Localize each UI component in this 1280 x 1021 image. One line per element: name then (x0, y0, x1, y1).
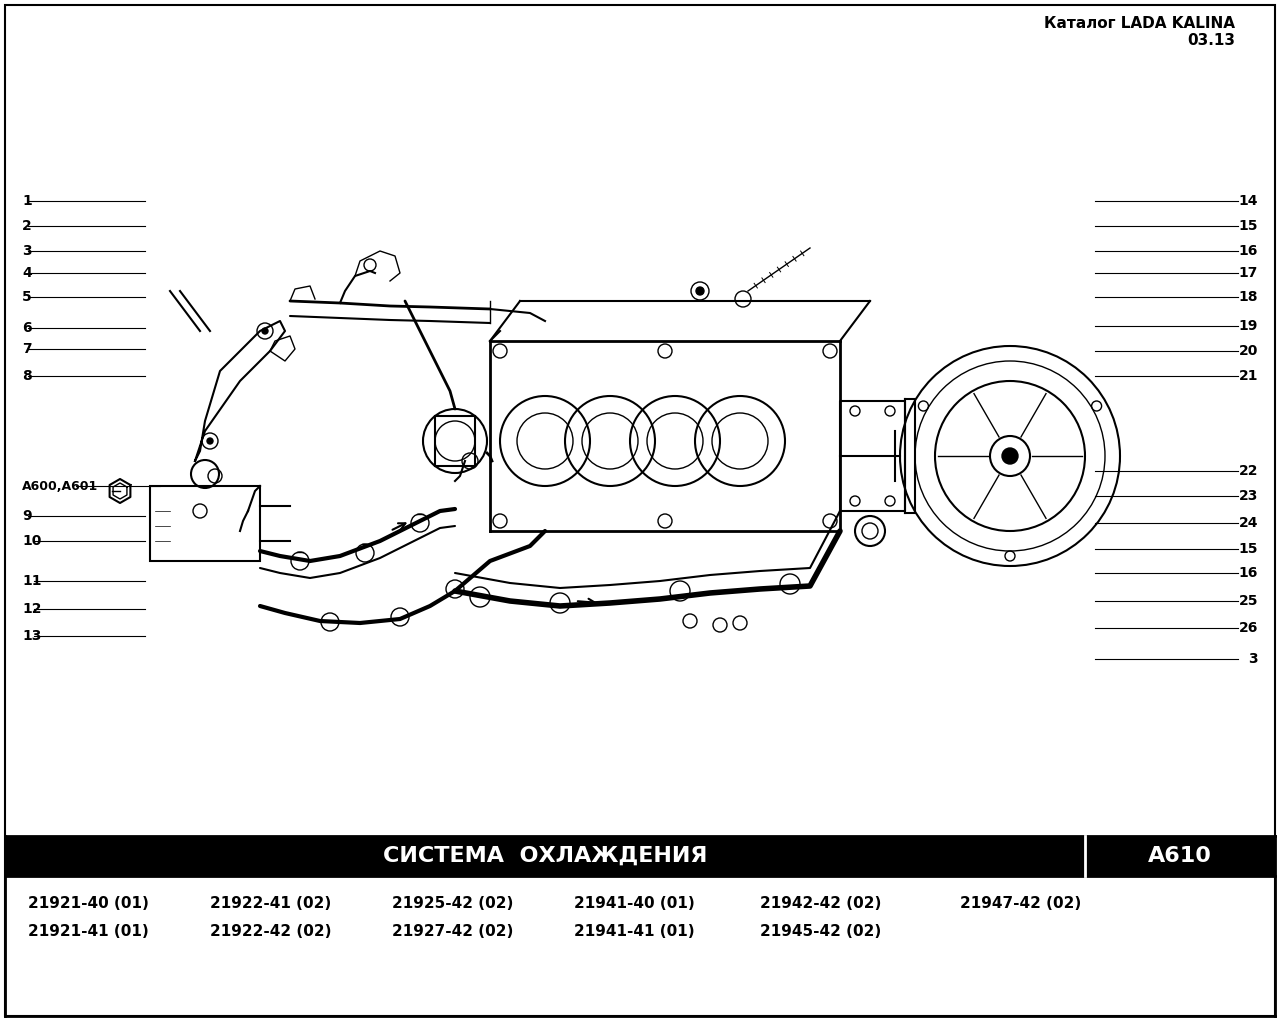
Circle shape (696, 287, 704, 295)
Text: 21922-42 (02): 21922-42 (02) (210, 924, 332, 939)
Text: A610: A610 (1148, 846, 1212, 866)
Text: 03.13: 03.13 (1187, 33, 1235, 48)
Text: 21941-41 (01): 21941-41 (01) (573, 924, 695, 939)
Text: 5: 5 (22, 290, 32, 304)
Text: 1: 1 (22, 194, 32, 208)
Text: 15: 15 (1239, 218, 1258, 233)
Text: 16: 16 (1239, 244, 1258, 258)
Text: 21945-42 (02): 21945-42 (02) (760, 924, 881, 939)
Text: Каталог LADA KALINA: Каталог LADA KALINA (1044, 16, 1235, 31)
Text: 18: 18 (1239, 290, 1258, 304)
Bar (5, 836, 1275, 876)
Text: 21921-40 (01): 21921-40 (01) (28, 896, 148, 912)
Text: 24: 24 (1239, 516, 1258, 530)
Text: 21927-42 (02): 21927-42 (02) (392, 924, 513, 939)
Text: 21921-41 (01): 21921-41 (01) (28, 924, 148, 939)
Text: 13: 13 (22, 629, 41, 643)
Text: 26: 26 (1239, 621, 1258, 635)
Text: 3: 3 (1248, 652, 1258, 666)
Text: 8: 8 (22, 369, 32, 383)
Text: СИСТЕМА  ОХЛАЖДЕНИЯ: СИСТЕМА ОХЛАЖДЕНИЯ (383, 846, 707, 866)
Text: 16: 16 (1239, 566, 1258, 580)
Text: 10: 10 (22, 534, 41, 548)
Text: 3: 3 (22, 244, 32, 258)
Bar (150, 486, 260, 561)
Text: 4: 4 (22, 266, 32, 280)
Text: 6: 6 (22, 321, 32, 335)
Text: 21: 21 (1239, 369, 1258, 383)
Circle shape (262, 328, 268, 334)
Text: 21947-42 (02): 21947-42 (02) (960, 896, 1082, 912)
Text: 7: 7 (22, 342, 32, 356)
Text: 21941-40 (01): 21941-40 (01) (573, 896, 695, 912)
Text: 19: 19 (1239, 319, 1258, 333)
Text: 21922-41 (02): 21922-41 (02) (210, 896, 332, 912)
Text: 14: 14 (1239, 194, 1258, 208)
Text: 25: 25 (1239, 594, 1258, 607)
Text: 11: 11 (22, 574, 41, 588)
Circle shape (1002, 448, 1018, 464)
Text: 17: 17 (1239, 266, 1258, 280)
Text: 2: 2 (22, 218, 32, 233)
Text: A600,A601: A600,A601 (22, 480, 99, 492)
Text: 21925-42 (02): 21925-42 (02) (392, 896, 513, 912)
Text: 21942-42 (02): 21942-42 (02) (760, 896, 882, 912)
Text: 15: 15 (1239, 542, 1258, 556)
Text: 9: 9 (22, 509, 32, 523)
Text: 23: 23 (1239, 489, 1258, 503)
Text: 12: 12 (22, 602, 41, 616)
Text: 22: 22 (1239, 464, 1258, 478)
Circle shape (207, 438, 212, 444)
Bar (435, 416, 475, 466)
Text: 20: 20 (1239, 344, 1258, 358)
